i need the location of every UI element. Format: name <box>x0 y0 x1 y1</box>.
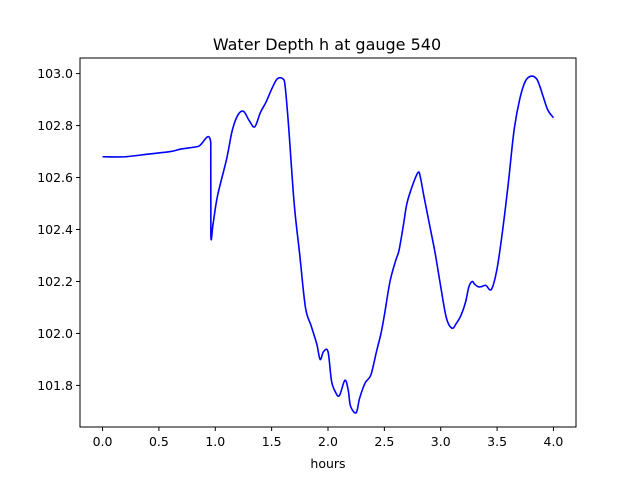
y-tick-label: 102.4 <box>37 222 73 237</box>
y-tick-label: 103.0 <box>37 66 73 81</box>
x-tick-label: 3.5 <box>487 434 507 449</box>
x-tick-label: 2.5 <box>374 434 394 449</box>
y-tick-label: 102.8 <box>37 118 73 133</box>
x-tick-label: 2.0 <box>318 434 338 449</box>
y-tick-label: 102.6 <box>37 170 73 185</box>
x-axis-label: hours <box>310 456 345 471</box>
x-tick-label: 3.0 <box>431 434 451 449</box>
x-tick-label: 0.0 <box>93 434 113 449</box>
y-tick-label: 102.0 <box>37 326 73 341</box>
plot-area <box>102 75 555 414</box>
x-tick-label: 1.5 <box>262 434 282 449</box>
x-tick-label: 0.5 <box>149 434 169 449</box>
x-tick-label: 4.0 <box>544 434 564 449</box>
plot-frame <box>79 57 577 428</box>
x-tick-label: 1.0 <box>205 434 225 449</box>
chart-title: Water Depth h at gauge 540 <box>213 35 441 54</box>
y-tick-label: 102.2 <box>37 274 73 289</box>
axis-ticks: 0.0 0.5 1.0 1.5 2.0 2.5 3.0 3.5 4.0 101.8 102.0 102… <box>37 66 563 449</box>
y-tick-label: 101.8 <box>37 378 73 393</box>
series-line <box>102 75 555 414</box>
